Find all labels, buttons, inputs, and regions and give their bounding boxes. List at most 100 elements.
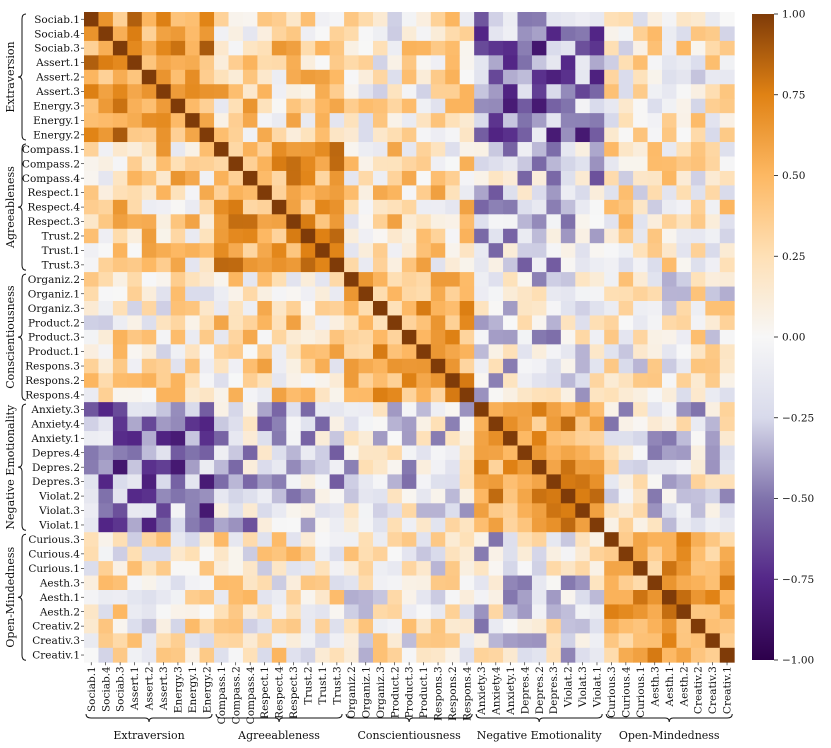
heatmap-cell	[401, 604, 417, 620]
heatmap-cell	[445, 286, 461, 302]
heatmap-cell	[257, 228, 273, 244]
heatmap-cell	[199, 474, 215, 490]
heatmap-cell	[705, 286, 721, 302]
heatmap-cell	[517, 127, 533, 143]
heatmap-cell	[690, 488, 706, 504]
y-tick-label: Aesth.1	[39, 592, 80, 604]
heatmap-cell	[474, 358, 489, 374]
heatmap-cell	[127, 214, 143, 230]
heatmap-cell	[430, 416, 446, 432]
heatmap-cell	[719, 26, 735, 42]
heatmap-cell	[344, 142, 359, 157]
heatmap-cell	[633, 113, 648, 128]
heatmap-cell	[459, 257, 475, 273]
heatmap-cell	[84, 344, 99, 360]
heatmap-cell	[618, 517, 634, 533]
heatmap-cell	[315, 113, 331, 128]
heatmap-cell	[214, 12, 229, 27]
heatmap-cell	[387, 272, 403, 287]
heatmap-cell	[416, 243, 432, 259]
heatmap-cell	[488, 373, 504, 389]
heatmap-cell	[257, 12, 273, 27]
heatmap-cell	[647, 286, 663, 302]
heatmap-cell	[199, 575, 215, 591]
heatmap-cell	[633, 532, 648, 548]
heatmap-cell	[430, 257, 446, 273]
heatmap-cell	[416, 618, 432, 634]
x-tick-label: Product.2	[389, 666, 401, 718]
heatmap-cell	[430, 214, 446, 230]
heatmap-cell	[344, 459, 359, 475]
heatmap-cell	[546, 199, 562, 215]
heatmap-cell	[474, 170, 489, 186]
x-tick-label: Depres.2	[534, 666, 546, 714]
heatmap-cell	[228, 315, 244, 331]
heatmap-cell	[719, 459, 735, 475]
heatmap-cell	[286, 113, 302, 128]
heatmap-cell	[474, 257, 489, 273]
y-tick-label: Sociab.4	[34, 28, 80, 40]
heatmap-cell	[618, 170, 634, 186]
heatmap-cell	[257, 431, 273, 446]
heatmap-cell	[560, 459, 576, 475]
heatmap-cell	[531, 416, 547, 432]
heatmap-cell	[228, 214, 244, 230]
heatmap-cell	[127, 402, 143, 417]
heatmap-cell	[503, 26, 518, 42]
heatmap-cell	[242, 402, 258, 417]
heatmap-cell	[676, 301, 692, 316]
x-tick-label: Trust.3	[331, 666, 343, 704]
heatmap-cell	[185, 604, 200, 620]
heatmap-cell	[575, 329, 591, 345]
heatmap-cell	[170, 402, 186, 417]
heatmap-cell	[719, 618, 735, 634]
heatmap-cell	[344, 301, 359, 316]
heatmap-cell	[531, 113, 547, 128]
heatmap-cell	[98, 373, 114, 389]
heatmap-cell	[618, 40, 634, 56]
heatmap-cell	[531, 633, 547, 649]
heatmap-cell	[719, 156, 735, 172]
heatmap-cell	[329, 459, 345, 475]
y-tick-label: Respect.3	[27, 216, 80, 228]
heatmap-cell	[575, 431, 591, 446]
y-tick-label: Respons.4	[25, 390, 80, 402]
heatmap-cell	[488, 98, 504, 114]
heatmap-cell	[589, 445, 605, 461]
heatmap-cell	[373, 416, 388, 432]
heatmap-cell	[618, 84, 634, 100]
heatmap-cell	[430, 185, 446, 201]
heatmap-cell	[459, 156, 475, 172]
x-tick-label: Energy.1	[187, 666, 199, 713]
heatmap-cell	[719, 170, 735, 186]
heatmap-cell	[300, 402, 316, 417]
heatmap-cell	[719, 344, 735, 360]
heatmap-cell	[560, 329, 576, 345]
heatmap-cell	[719, 445, 735, 461]
y-group-label: Agreeableness	[4, 166, 17, 249]
heatmap-cell	[156, 373, 172, 389]
heatmap-cell	[430, 301, 446, 316]
heatmap-cell	[84, 199, 99, 215]
heatmap-cell	[546, 272, 562, 287]
heatmap-cell	[647, 98, 663, 114]
heatmap-cell	[170, 26, 186, 42]
heatmap-cell	[430, 127, 446, 143]
heatmap-cell	[358, 286, 374, 302]
colorbar-tick-label: 0.50	[782, 170, 805, 182]
heatmap-cell	[647, 373, 663, 389]
heatmap-cell	[242, 387, 258, 403]
heatmap-cell	[575, 647, 591, 663]
heatmap-cell	[344, 69, 359, 85]
heatmap-cell	[329, 532, 345, 548]
heatmap-cell	[676, 26, 692, 42]
heatmap-cell	[690, 170, 706, 186]
heatmap-cell	[589, 228, 605, 244]
heatmap-cell	[633, 590, 648, 605]
heatmap-cell	[690, 12, 706, 27]
heatmap-cell	[112, 156, 128, 172]
heatmap-cell	[127, 488, 143, 504]
heatmap-cell	[257, 315, 273, 331]
heatmap-cell	[589, 170, 605, 186]
heatmap-cell	[546, 604, 562, 620]
